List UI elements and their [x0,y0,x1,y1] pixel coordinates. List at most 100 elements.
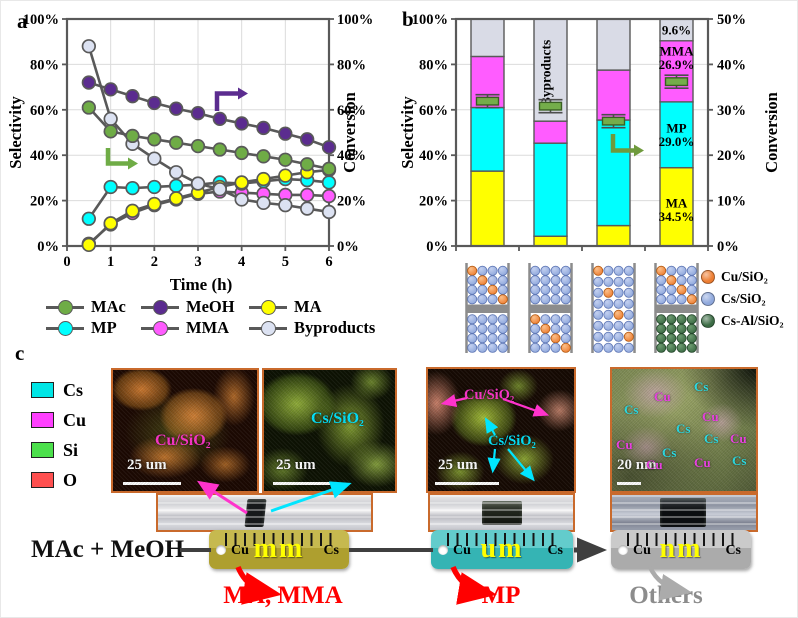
svg-text:Conversion: Conversion [762,92,781,173]
bar2-segment-mp [533,142,568,237]
conversion-marker-bar4 [664,77,689,87]
series-markers-mac [81,100,337,176]
product-others: Others [629,582,703,609]
ruler-cu-label: Cu [633,543,651,558]
svg-text:4: 4 [238,254,245,270]
svg-text:MMA: MMA [660,43,695,58]
eds-element-legend: Cs Cu Si O [31,379,111,499]
eds-map-nano: 20 nm Cu Cs Cs Cu Cs Cs Cu Cu Cs Cu Cu Cs [610,367,758,493]
element-label: Si [63,439,79,460]
svg-text:0%: 0% [426,239,448,255]
series-line-mma [87,190,330,245]
ruler-ticks [225,533,337,546]
eds-scatter-label-cu: Cu [646,457,663,472]
ruler-cu-label: Cu [453,543,471,558]
eds-map-label-cu: Cu/SiO₂ [464,387,515,403]
bed-separator [529,304,572,313]
eds-map-label-cs: Cs/SiO₂ [488,433,536,449]
ruler-cs-label: Cs [323,543,339,558]
catalyst-legend: Cu/SiO₂ Cs/SiO₂ Cs-Al/SiO₂ [701,269,797,349]
catalyst-pellet [660,498,706,527]
legend-item-meoh: MeOH [141,297,235,317]
eds-map-label: Cu/SiO₂ [155,432,211,449]
svg-text:20%: 20% [419,194,448,210]
eds-scatter-label-cu: Cu [730,431,747,446]
ruler-hole [216,545,226,555]
eds-scatter-label-cs: Cs [662,445,677,460]
svg-text:80%: 80% [337,57,366,73]
reactor-tube-photo-1 [156,493,373,532]
element-label: O [63,469,78,490]
svg-text:0%: 0% [37,239,59,255]
eds-map-mixed: Cu/SiO₂ Cs/SiO₂ 25 um [426,367,576,493]
scale-bar [617,481,641,485]
element-color-swatch [31,382,54,398]
catalyst-bed-column-4 [654,263,699,353]
legend-marker-icon [153,299,168,315]
panel-c-label: c [15,341,25,365]
series-line-meoh [88,81,330,149]
svg-text:9.6%: 9.6% [662,22,691,37]
bed-separator [655,304,698,313]
conversion-marker-bar2 [538,101,563,111]
ruler-ticks [627,533,739,546]
svg-text:100%: 100% [337,12,373,28]
ruler-cs-label: Cs [547,543,563,558]
eds-scatter-label-cu: Cu [654,389,671,404]
ruler-size-label: um [480,533,524,564]
bar4-segment-mma [659,40,694,103]
eds-scatter-label-cu: Cu [694,455,711,470]
bar1-segment-ma [470,170,505,247]
ruler-size-label: mm [253,533,305,564]
svg-text:60%: 60% [419,103,448,119]
eds-scatter-label-cs: Cs [704,431,719,446]
svg-text:100%: 100% [412,12,448,28]
eds-legend-item-cs: Cs [31,379,83,401]
product-mp: MP [481,582,521,609]
legend-marker-icon [58,320,73,336]
svg-text:80%: 80% [30,57,59,73]
eds-map-label: Cs/SiO₂ [311,410,364,427]
svg-text:Byproducts: Byproducts [539,40,554,107]
svg-text:20%: 20% [337,194,366,210]
line-chart-legend: MAc MeOH MA MP MMA Byproducts [1,295,399,343]
svg-text:10%: 10% [717,194,746,210]
svg-text:6: 6 [325,254,332,270]
catalyst-circle-icon [701,314,715,328]
eds-legend-item-cu: Cu [31,409,86,431]
catalyst-legend-item: Cs-Al/SiO₂ [701,313,784,329]
bar1-segment-byproducts [470,18,505,58]
scale-bar [273,481,331,485]
ruler-um-catalyst: Cu um Cs [431,530,573,569]
svg-text:Selectivity: Selectivity [399,96,417,169]
bar3-segment-ma [596,224,631,247]
svg-text:60%: 60% [337,103,366,119]
line-chart-selectivity-conversion: 0% 0% 20% 20% 40% 40% 60% 60% 80% 80% 100% 100% 0 1 2 3… [6,12,373,294]
catalyst-circle-icon [701,270,715,284]
legend-item-ma: MA [249,297,322,317]
catalyst-circle-icon [701,292,715,306]
ruler-nm-catalyst: Cu nm Cs [611,530,751,569]
catalyst-legend-label: Cs/SiO₂ [721,291,766,306]
scale-bar [123,481,181,485]
svg-text:Selectivity: Selectivity [6,96,25,169]
svg-text:100%: 100% [23,12,59,28]
svg-text:Conversion: Conversion [340,92,359,173]
eds-map-cu-sio2: Cu/SiO₂ 25 um [111,368,259,493]
catalyst-legend-label: Cu/SiO₂ [721,269,768,284]
svg-text:40%: 40% [717,57,746,73]
catalyst-bed-column-2 [528,263,573,353]
legend-label: MA [294,297,322,316]
legend-item-byproducts: Byproducts [249,318,375,338]
element-color-swatch [31,472,54,488]
reactants-text: MAc + MeOH [31,536,185,563]
element-color-swatch [31,442,54,458]
stacked-bar-chart-and-catalyst-beds: 0% 20% 40% 60% 80% 100% 0% 10% 20% 30% 40% 50% Selec… [399,12,781,353]
element-label: Cu [63,409,87,430]
svg-text:26.9%: 26.9% [659,57,695,72]
legend-label: MP [91,318,117,337]
eds-scatter-label-cs: Cs [732,453,747,468]
product-ma-mma: MA, MMA [223,582,343,609]
svg-text:40%: 40% [419,148,448,164]
legend-label: MeOH [186,297,235,316]
